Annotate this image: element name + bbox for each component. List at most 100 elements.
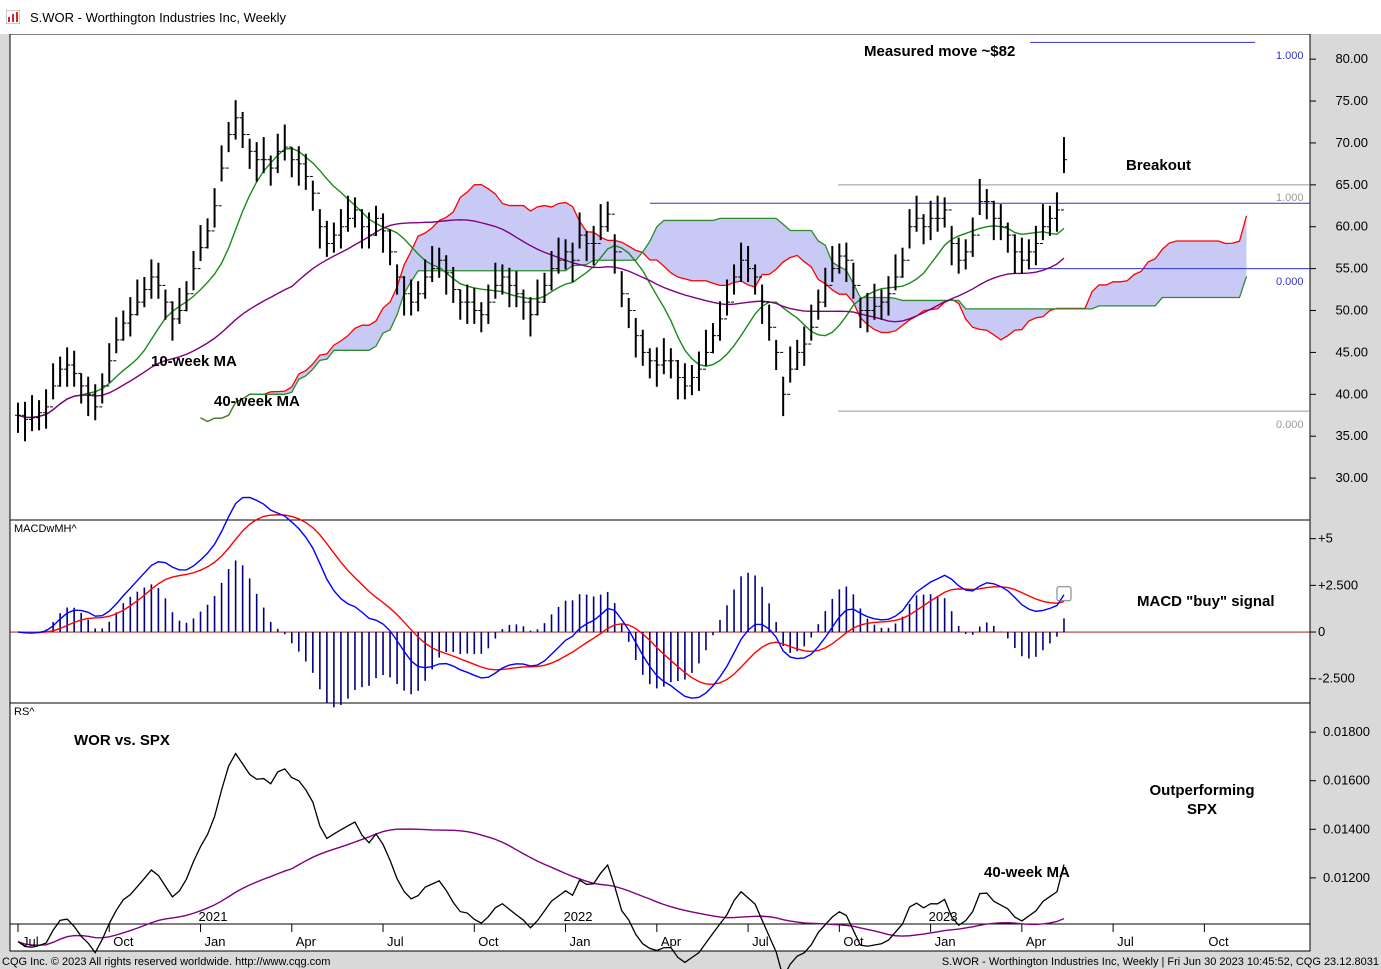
price-bar — [358, 209, 365, 249]
price-y-label: 70.00 — [1335, 135, 1368, 150]
price-bar — [625, 293, 632, 329]
price-bar — [57, 356, 64, 387]
macd-y-label: +5 — [1318, 531, 1333, 546]
price-bar — [387, 229, 394, 266]
price-bar — [997, 204, 1004, 241]
macd-y-label: +2.500 — [1318, 577, 1358, 592]
price-y-label: 35.00 — [1335, 428, 1368, 443]
price-bar — [815, 289, 822, 328]
price-y-label: 30.00 — [1335, 470, 1368, 485]
price-bar — [1025, 239, 1032, 270]
price-bar — [688, 364, 695, 396]
outperform-label-1: Outperforming — [1150, 782, 1255, 799]
price-bar — [492, 262, 499, 303]
price-bar — [78, 372, 85, 404]
cloud-span-b-line — [200, 217, 1248, 423]
price-bar — [773, 326, 780, 371]
price-bar — [29, 395, 36, 432]
price-bar — [976, 178, 983, 236]
macd-buy-label: MACD "buy" signal — [1137, 593, 1275, 610]
price-bar — [394, 251, 401, 295]
price-bar — [43, 389, 50, 429]
month-label: Oct — [113, 934, 134, 949]
price-y-label: 80.00 — [1335, 51, 1368, 66]
price-bar — [962, 239, 969, 270]
price-bar — [604, 201, 611, 232]
price-bar — [239, 111, 246, 148]
price-bar — [618, 251, 625, 308]
price-bar — [738, 242, 745, 283]
price-bar — [611, 213, 618, 274]
price-bar — [373, 205, 380, 236]
chart-frame: 80.00 75.00 70.00 65.00 60.00 55.00 50.00 45.00… — [0, 34, 1381, 969]
price-bar — [85, 376, 92, 417]
price-y-label: 60.00 — [1335, 219, 1368, 234]
price-bar — [850, 259, 857, 299]
price-bar — [457, 289, 464, 320]
price-bar — [141, 277, 148, 308]
macd-panel-label: MACDwMH^ — [14, 523, 77, 535]
price-bar — [759, 276, 766, 324]
price-bar — [22, 401, 29, 442]
price-bar — [801, 326, 808, 366]
month-label: Oct — [478, 934, 499, 949]
price-bar — [899, 247, 906, 278]
price-bar — [822, 267, 829, 308]
month-label: Jul — [387, 934, 404, 949]
price-bar — [639, 329, 646, 366]
year-label: 2022 — [564, 909, 593, 924]
price-bar — [127, 297, 134, 337]
price-bar — [415, 281, 422, 312]
price-bar — [281, 124, 288, 161]
price-bar — [541, 272, 548, 303]
rs-panel-label: RS^ — [14, 706, 35, 718]
price-bar — [50, 363, 57, 408]
fib-upper-label: 1.000 — [1276, 192, 1304, 204]
price-bar — [569, 242, 576, 283]
year-label: 2021 — [199, 909, 228, 924]
price-bar — [302, 153, 309, 190]
price-y-label: 40.00 — [1335, 386, 1368, 401]
price-bar — [99, 373, 106, 408]
price-bar — [836, 243, 843, 274]
macd-y-label: -2.500 — [1318, 671, 1355, 686]
price-bar — [1039, 204, 1046, 244]
month-label: Oct — [843, 934, 864, 949]
price-bar — [794, 339, 801, 371]
outperform-label-2: SPX — [1187, 801, 1217, 818]
ma10-label: 10-week MA — [151, 353, 237, 370]
price-bar — [218, 145, 225, 207]
window-titlebar: S.WOR - Worthington Industries Inc, Week… — [0, 0, 1381, 35]
price-bar — [471, 287, 478, 324]
price-bar — [106, 343, 113, 387]
ma40-label: 40-week MA — [214, 393, 300, 410]
price-bar — [253, 142, 260, 182]
price-bar — [752, 264, 759, 295]
price-bar — [864, 292, 871, 333]
price-bar — [583, 230, 590, 262]
rs-y-label: 0.01800 — [1323, 724, 1370, 739]
price-bar — [450, 266, 457, 303]
price-bar — [555, 237, 562, 274]
price-bar — [934, 195, 941, 232]
price-bar — [527, 297, 534, 337]
chart-area[interactable]: 80.00 75.00 70.00 65.00 60.00 55.00 50.00 45.00… — [0, 34, 1381, 969]
price-bar — [225, 121, 232, 169]
price-bar — [1018, 237, 1025, 274]
price-bar — [660, 338, 667, 375]
macd-y-label: 0 — [1318, 624, 1325, 639]
price-y-label: 45.00 — [1335, 344, 1368, 359]
price-bar — [590, 225, 597, 266]
footer-info: S.WOR - Worthington Industries Inc, Week… — [942, 956, 1379, 968]
price-bar — [955, 237, 962, 274]
macd-signal-line — [17, 514, 1065, 686]
price-bar — [1060, 137, 1067, 211]
price-bar — [709, 323, 716, 354]
price-bar — [829, 245, 836, 286]
app-logo-icon — [6, 10, 20, 24]
price-bar — [436, 247, 443, 278]
price-bar — [843, 242, 850, 283]
price-bar — [948, 209, 955, 266]
price-bar — [204, 218, 211, 249]
price-y-label: 65.00 — [1335, 177, 1368, 192]
